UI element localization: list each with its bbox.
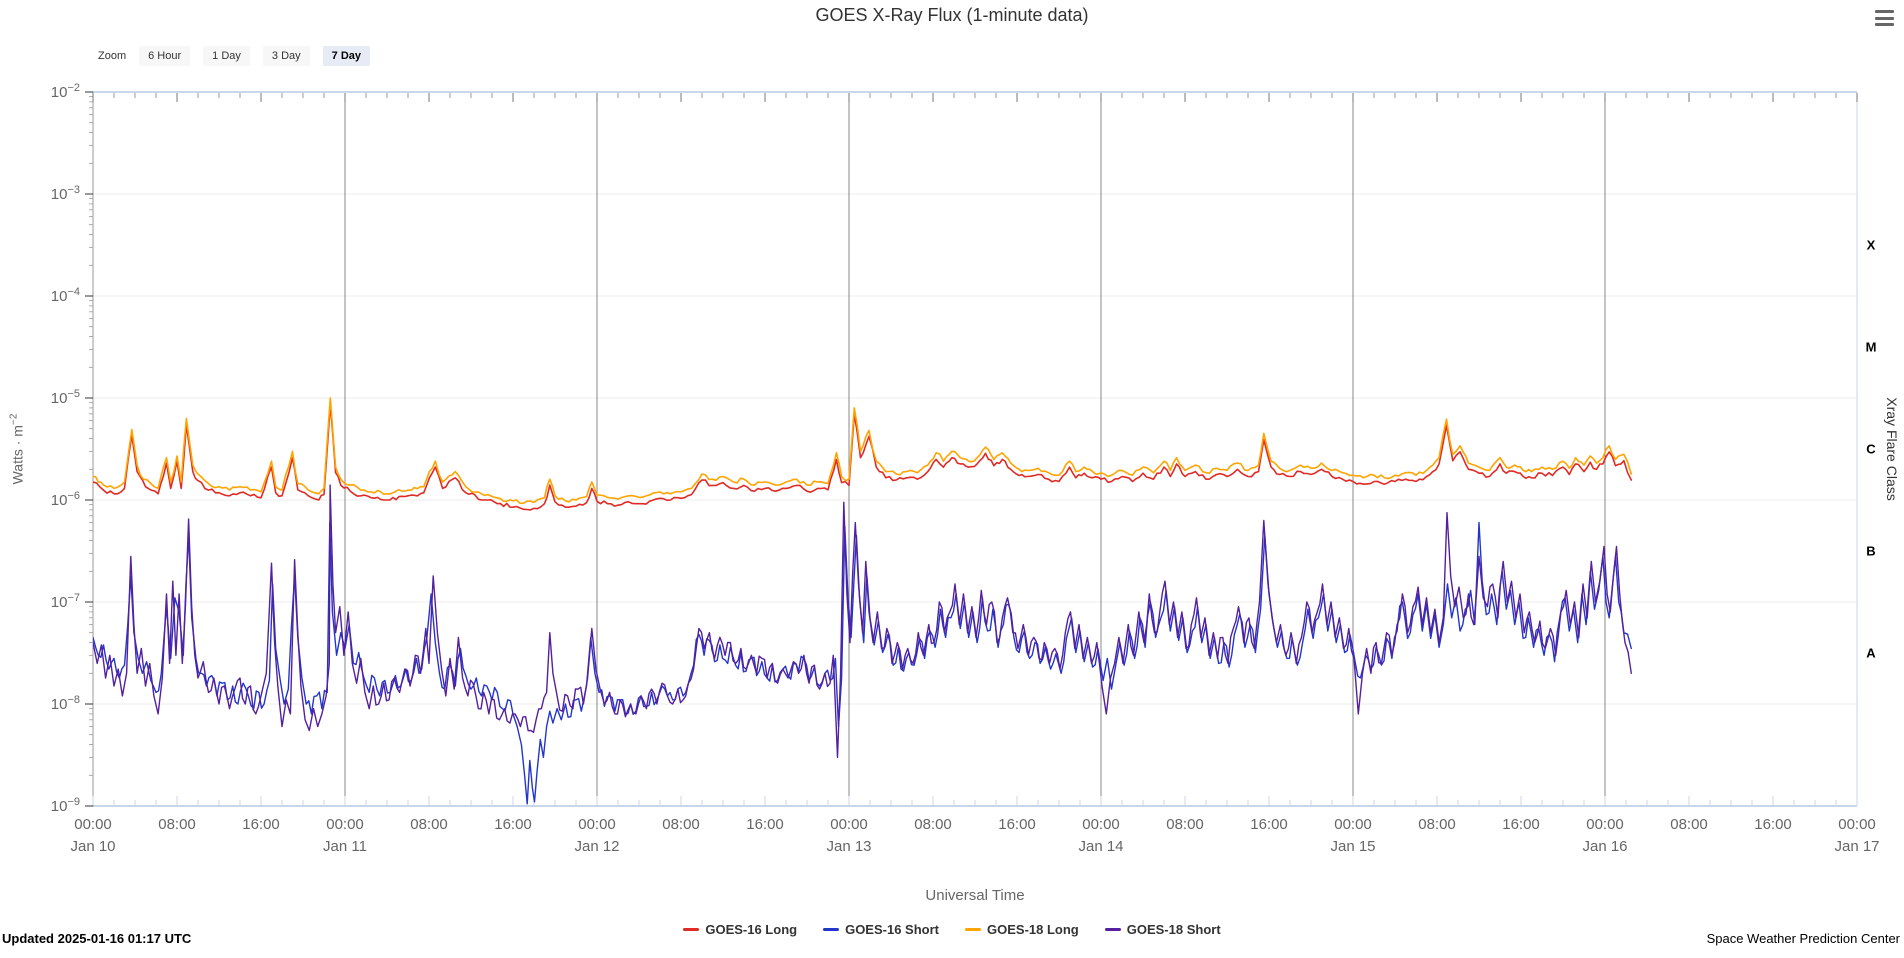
hamburger-menu-icon[interactable]: [1875, 10, 1894, 26]
flare-class-label-a: A: [1866, 645, 1876, 661]
range-selector: Zoom 6 Hour 1 Day 3 Day 7 Day: [98, 46, 371, 66]
x-tick-label: 16:00: [998, 816, 1036, 833]
legend-item-goes-18-short[interactable]: GOES-18 Short: [1104, 922, 1221, 937]
x-tick-label: 08:00: [1418, 816, 1456, 833]
x-tick-label: 00:00: [326, 816, 364, 833]
x-day-label: Jan 16: [1582, 838, 1628, 855]
series-line-goes-16-long[interactable]: [93, 403, 1633, 511]
series-layer: [93, 397, 1633, 805]
legend-swatch-goes-16-long-icon: [683, 928, 700, 931]
x-day-label: Jan 12: [574, 838, 620, 855]
series-line-goes-18-short[interactable]: [93, 484, 1632, 758]
x-day-label: Jan 13: [826, 838, 872, 855]
series-line-goes-16-short[interactable]: [93, 521, 1632, 805]
x-day-label: Jan 17: [1834, 838, 1880, 855]
x-tick-label: 16:00: [1250, 816, 1288, 833]
zoom-label: Zoom: [98, 50, 127, 62]
flare-class-label-b: B: [1866, 543, 1876, 559]
y-tick-label: 10−4: [50, 286, 80, 306]
flare-class-label-m: M: [1865, 339, 1877, 355]
x-day-label: Jan 15: [1330, 838, 1376, 855]
x-tick-label: 00:00: [1838, 816, 1876, 833]
page-title: GOES X-Ray Flux (1-minute data): [815, 5, 1089, 25]
x-axis-title: Universal Time: [925, 887, 1025, 904]
updated-timestamp: Updated 2025-01-16 01:17 UTC: [2, 931, 192, 946]
range-button-7day[interactable]: 7 Day: [322, 46, 371, 66]
range-button-3day[interactable]: 3 Day: [262, 46, 310, 66]
legend-item-goes-16-short[interactable]: GOES-16 Short: [823, 922, 939, 937]
legend-label: GOES-18 Short: [1126, 922, 1221, 937]
y-tick-label: 10−9: [50, 796, 80, 816]
legend-label: GOES-16 Short: [845, 922, 939, 937]
y-axis-title: Watts · m−2: [8, 413, 26, 485]
x-tick-label: 16:00: [746, 816, 784, 833]
flare-class-axis-title: Xray Flare Class: [1884, 397, 1900, 501]
x-tick-label: 16:00: [494, 816, 532, 833]
x-tick-label: 16:00: [242, 816, 280, 833]
x-tick-label: 08:00: [662, 816, 700, 833]
x-tick-label: 00:00: [1586, 816, 1624, 833]
x-tick-label: 00:00: [1334, 816, 1372, 833]
legend-swatch-goes-18-short-icon: [1104, 928, 1121, 931]
legend: GOES-16 Long GOES-16 Short GOES-18 Long …: [0, 922, 1904, 937]
x-tick-label: 00:00: [1082, 816, 1120, 833]
legend-swatch-goes-18-long-icon: [965, 928, 981, 931]
y-tick-label: 10−5: [50, 388, 80, 408]
series-line-goes-18-long[interactable]: [93, 397, 1633, 505]
legend-item-goes-18-long[interactable]: GOES-18 Long: [965, 922, 1079, 937]
legend-swatch-goes-16-short-icon: [823, 928, 840, 931]
flare-class-label-x: X: [1866, 237, 1876, 253]
x-tick-label: 00:00: [578, 816, 616, 833]
x-tick-label: 08:00: [410, 816, 448, 833]
flare-class-label-c: C: [1866, 441, 1876, 457]
legend-item-goes-16-long[interactable]: GOES-16 Long: [683, 922, 797, 937]
source-attribution: Space Weather Prediction Center: [1706, 931, 1900, 946]
y-tick-label: 10−7: [50, 592, 80, 612]
y-tick-label: 10−6: [50, 490, 80, 510]
x-tick-label: 16:00: [1754, 816, 1792, 833]
x-tick-label: 08:00: [158, 816, 196, 833]
legend-label: GOES-18 Long: [987, 922, 1079, 937]
x-tick-label: 08:00: [1166, 816, 1204, 833]
y-tick-label: 10−2: [50, 82, 80, 102]
y-tick-label: 10−8: [50, 694, 80, 714]
range-button-1day[interactable]: 1 Day: [203, 46, 250, 66]
x-day-label: Jan 10: [70, 838, 116, 855]
x-day-label: Jan 14: [1078, 838, 1124, 855]
y-tick-label: 10−3: [50, 184, 80, 204]
x-tick-label: 16:00: [1502, 816, 1540, 833]
x-tick-label: 00:00: [74, 816, 112, 833]
x-tick-label: 08:00: [1670, 816, 1708, 833]
x-day-label: Jan 11: [323, 838, 367, 855]
x-tick-label: 00:00: [830, 816, 868, 833]
legend-label: GOES-16 Long: [705, 922, 798, 937]
range-button-6hour[interactable]: 6 Hour: [139, 46, 191, 66]
x-tick-label: 08:00: [914, 816, 952, 833]
